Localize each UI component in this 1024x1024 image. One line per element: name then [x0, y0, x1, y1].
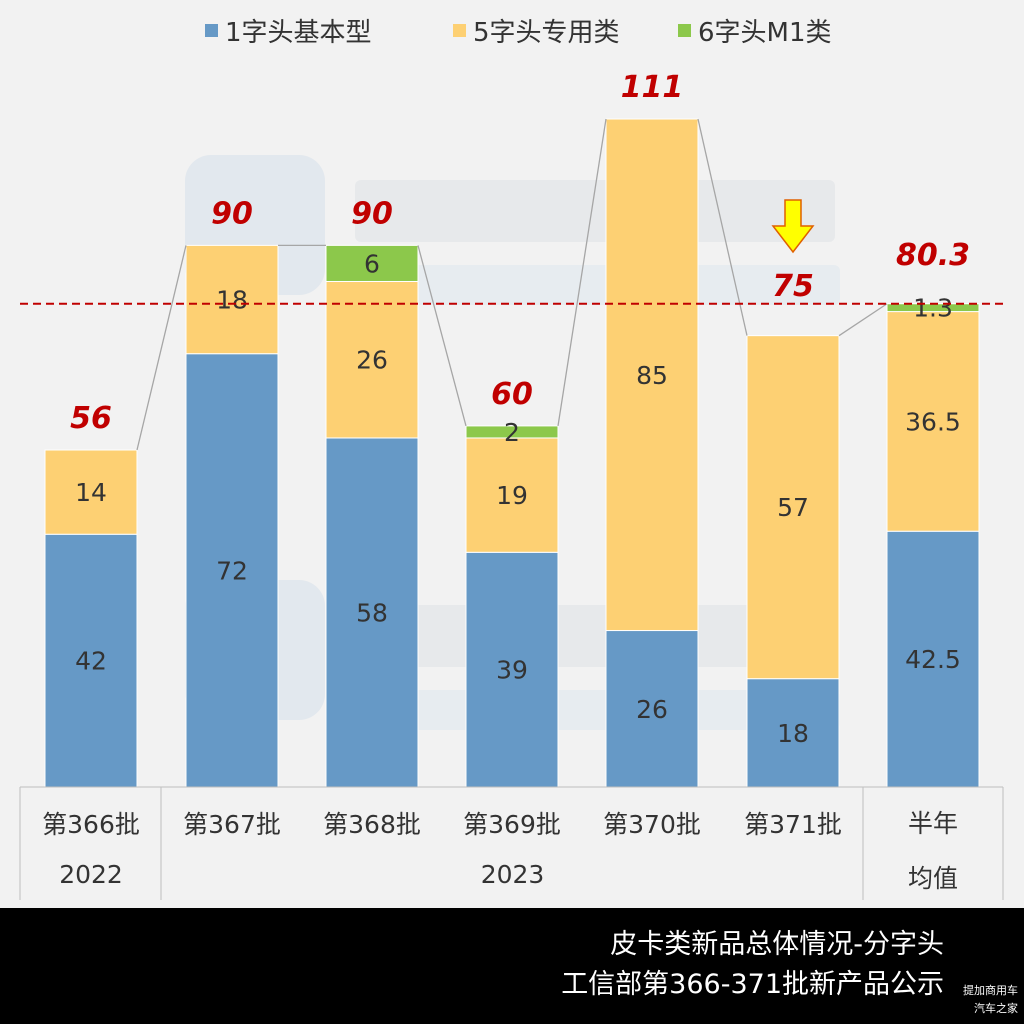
connector-line — [417, 245, 467, 427]
bar-1-4 — [605, 118, 699, 632]
connector-line — [136, 245, 187, 451]
data-label: 72 — [216, 556, 248, 585]
legend-swatch-1 — [453, 24, 466, 37]
data-label: 42 — [75, 647, 107, 676]
category-label: 第366批 — [42, 810, 140, 839]
bar-0-3 — [465, 551, 559, 788]
bar-1-2 — [325, 280, 419, 439]
total-label: 60 — [491, 377, 533, 412]
total-label: 56 — [70, 401, 112, 436]
bar-1-5 — [746, 335, 840, 680]
category-label: 第371批 — [744, 810, 842, 839]
bar-2-2 — [325, 244, 419, 282]
total-label: 111 — [621, 70, 684, 105]
category-label: 第368批 — [323, 810, 421, 839]
data-label: 42.5 — [905, 645, 961, 674]
bar-0-2 — [325, 437, 419, 788]
stacked-bar-chart: 1字头基本型 5字头专用类 6字头M1类 42 14 72 18 58 26 6 39 19 2 26 85… — [19, 18, 1004, 900]
data-label: 18 — [777, 719, 809, 748]
down-arrow-icon — [771, 199, 815, 254]
data-label: 14 — [75, 478, 107, 507]
data-label: 57 — [777, 493, 809, 522]
bar-1-6 — [886, 311, 980, 532]
total-label: 90 — [351, 196, 393, 231]
footer: 皮卡类新品总体情况-分字头 工信部第366-371批新产品公示 提加商用车 汽车… — [0, 908, 1024, 1024]
data-label: 58 — [356, 598, 388, 627]
legend-swatch-0 — [205, 24, 218, 37]
category-label: 均值 — [908, 864, 958, 893]
connector-line — [557, 118, 607, 427]
data-label: 85 — [636, 361, 668, 390]
total-label: 80.3 — [896, 238, 970, 273]
legend-label-1: 5字头专用类 — [473, 18, 620, 48]
connector-line — [697, 118, 748, 336]
connector-line — [838, 303, 888, 337]
chart-title: 皮卡类新品总体情况-分字头 — [610, 929, 944, 960]
data-label: 26 — [356, 346, 388, 375]
data-label: 26 — [636, 695, 668, 724]
group-label: 2023 — [481, 860, 545, 889]
bar-0-6 — [886, 530, 980, 788]
category-label: 第367批 — [183, 810, 281, 839]
total-label: 90 — [211, 196, 253, 231]
legend-label-0: 1字头基本型 — [225, 18, 372, 48]
bar-1-1 — [185, 244, 279, 355]
category-label: 半年 — [908, 809, 958, 838]
group-label: 2022 — [59, 860, 123, 889]
bar-0-5 — [746, 678, 840, 788]
data-label: 2 — [504, 418, 520, 447]
data-label: 19 — [496, 481, 528, 510]
legend-label-2: 6字头M1类 — [698, 18, 832, 48]
data-label: 1.3 — [913, 294, 953, 323]
category-label: 第370批 — [603, 810, 701, 839]
chart-subtitle: 工信部第366-371批新产品公示 — [561, 969, 944, 1000]
legend-swatch-2 — [678, 24, 691, 37]
source-watermark-2: 汽车之家 — [974, 1002, 1018, 1015]
data-label: 18 — [216, 286, 248, 315]
bar-0-4 — [605, 630, 699, 788]
data-label: 6 — [364, 249, 380, 278]
bar-1-0 — [44, 449, 138, 535]
data-label: 36.5 — [905, 407, 961, 436]
bar-2-3 — [465, 425, 559, 439]
total-label: 75 — [772, 269, 814, 304]
watermark-en-mark — [360, 265, 840, 305]
category-label: 第369批 — [463, 810, 561, 839]
bar-1-3 — [465, 437, 559, 553]
source-watermark-1: 提加商用车 — [963, 984, 1018, 997]
data-label: 39 — [496, 656, 528, 685]
